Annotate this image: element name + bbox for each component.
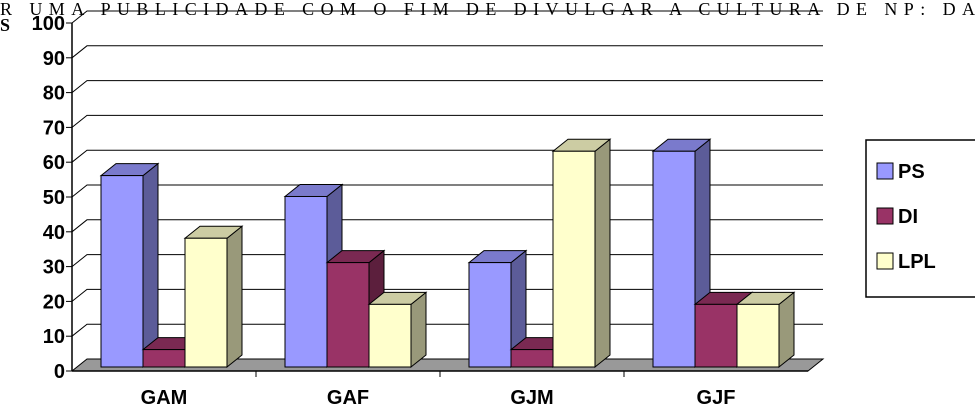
bar xyxy=(551,138,612,369)
bar-front xyxy=(468,262,512,368)
bar xyxy=(651,138,712,369)
bar-front xyxy=(100,175,144,368)
grid-line xyxy=(71,45,823,59)
document-text: R UMA PUBLICIDADE COM O FIM DE DIVULGAR … xyxy=(0,0,975,19)
bar xyxy=(99,162,160,369)
x-tick-label: GJM xyxy=(510,387,553,409)
bar-front xyxy=(694,303,738,368)
y-tick-label: 90 xyxy=(43,48,65,70)
y-tick-label: 80 xyxy=(43,83,65,105)
y-tick-label: 100 xyxy=(32,13,65,35)
grid-line xyxy=(71,114,823,128)
y-tick-label: 30 xyxy=(43,257,65,279)
bar xyxy=(735,291,796,369)
bar-front xyxy=(368,303,412,368)
x-tick-label: GAF xyxy=(327,387,369,409)
legend: PS DI LPL xyxy=(865,139,975,298)
x-tick-label: GAM xyxy=(141,387,188,409)
bar-side xyxy=(778,291,795,369)
bar-front xyxy=(510,349,554,368)
bar-front xyxy=(284,195,328,368)
y-tick-label: 60 xyxy=(43,152,65,174)
x-tick-label: GJF xyxy=(697,387,736,409)
y-tick-label: 70 xyxy=(43,117,65,139)
legend-swatch xyxy=(876,207,894,225)
bar-front xyxy=(552,150,596,368)
bar-side xyxy=(410,291,427,369)
y-tick-label: 10 xyxy=(43,326,65,348)
grid-line xyxy=(71,80,823,93)
legend-label: LPL xyxy=(898,251,936,273)
y-tick-label: 0 xyxy=(54,361,65,383)
grid-line xyxy=(71,10,823,24)
bar-front xyxy=(652,150,696,368)
bar-front xyxy=(184,237,228,368)
bar xyxy=(467,249,528,369)
bar xyxy=(367,291,428,369)
bar-side xyxy=(142,162,159,369)
y-tick-label: 50 xyxy=(43,187,65,209)
y-tick-label: 20 xyxy=(43,291,65,313)
y-tick-label: 40 xyxy=(43,222,65,244)
legend-swatch xyxy=(876,252,894,270)
bar-side xyxy=(226,225,243,369)
legend-swatch xyxy=(876,162,894,180)
legend-label: DI xyxy=(898,206,918,228)
bar-front xyxy=(736,303,780,368)
document-text: S xyxy=(0,15,10,35)
bar xyxy=(183,225,244,369)
bar-side xyxy=(594,138,611,369)
bar-front xyxy=(142,349,186,368)
bar-front xyxy=(326,262,370,368)
legend-label: PS xyxy=(898,161,925,183)
